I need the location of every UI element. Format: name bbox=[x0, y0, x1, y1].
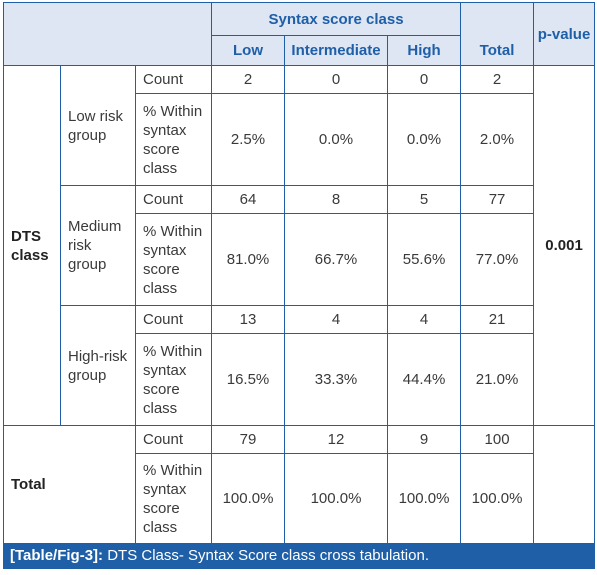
p-value-column-header: p-value bbox=[533, 2, 596, 66]
table-cell: 100.0% bbox=[460, 453, 535, 544]
table-cell: 79 bbox=[211, 425, 286, 454]
p-value-blank-cell bbox=[533, 425, 596, 544]
table-cell: 2 bbox=[211, 65, 286, 94]
table-cell: 13 bbox=[211, 305, 286, 334]
total-row-label: Total bbox=[3, 425, 136, 544]
low-column-header: Low bbox=[211, 35, 286, 66]
table-cell: 100.0% bbox=[284, 453, 389, 544]
table-cell: 0 bbox=[387, 65, 462, 94]
table-cell: 100.0% bbox=[211, 453, 286, 544]
count-label: Count bbox=[134, 65, 213, 94]
dts-class-label: DTS class bbox=[3, 65, 61, 426]
table-cell: 8 bbox=[284, 185, 389, 214]
pct-label: % Within syntax score class bbox=[134, 213, 213, 306]
table-cell: 2 bbox=[460, 65, 535, 94]
table-cell: 44.4% bbox=[387, 333, 462, 426]
pct-label: % Within syntax score class bbox=[134, 93, 213, 186]
table-cell: 4 bbox=[387, 305, 462, 334]
table-cell: 9 bbox=[387, 425, 462, 454]
p-value-cell: 0.001 bbox=[533, 65, 596, 426]
count-label: Count bbox=[134, 305, 213, 334]
table-cell: 100 bbox=[460, 425, 535, 454]
syntax-score-class-header: Syntax score class bbox=[211, 2, 462, 36]
caption-tag: [Table/Fig-3]: bbox=[10, 547, 104, 564]
table-cell: 0.0% bbox=[387, 93, 462, 186]
caption-text: DTS Class- Syntax Score class cross tabu… bbox=[103, 547, 429, 564]
pct-label: % Within syntax score class bbox=[134, 453, 213, 544]
table-cell: 55.6% bbox=[387, 213, 462, 306]
pct-label: % Within syntax score class bbox=[134, 333, 213, 426]
table-cell: 5 bbox=[387, 185, 462, 214]
count-label: Count bbox=[134, 185, 213, 214]
table-cell: 64 bbox=[211, 185, 286, 214]
table-cell: 2.5% bbox=[211, 93, 286, 186]
table-cell: 16.5% bbox=[211, 333, 286, 426]
table-cell: 4 bbox=[284, 305, 389, 334]
table-cell: 77.0% bbox=[460, 213, 535, 306]
group-name-high-risk: High-risk group bbox=[60, 305, 136, 426]
figure-caption: [Table/Fig-3]: DTS Class- Syntax Score c… bbox=[2, 543, 596, 569]
table-cell: 2.0% bbox=[460, 93, 535, 186]
group-name-low-risk: Low risk group bbox=[60, 65, 136, 186]
table-cell: 66.7% bbox=[284, 213, 389, 306]
table-cell: 21 bbox=[460, 305, 535, 334]
table-cell: 33.3% bbox=[284, 333, 389, 426]
count-label: Count bbox=[134, 425, 213, 454]
high-column-header: High bbox=[387, 35, 462, 66]
table-cell: 21.0% bbox=[460, 333, 535, 426]
table-cell: 0 bbox=[284, 65, 389, 94]
table-cell: 77 bbox=[460, 185, 535, 214]
header-blank-cell bbox=[2, 2, 213, 66]
table-cell: 81.0% bbox=[211, 213, 286, 306]
group-name-medium-risk: Medium risk group bbox=[60, 185, 136, 306]
total-column-header: Total bbox=[460, 2, 535, 66]
table-cell: 100.0% bbox=[387, 453, 462, 544]
table-cell: 12 bbox=[284, 425, 389, 454]
intermediate-column-header: Intermediate bbox=[284, 35, 389, 66]
table-cell: 0.0% bbox=[284, 93, 389, 186]
